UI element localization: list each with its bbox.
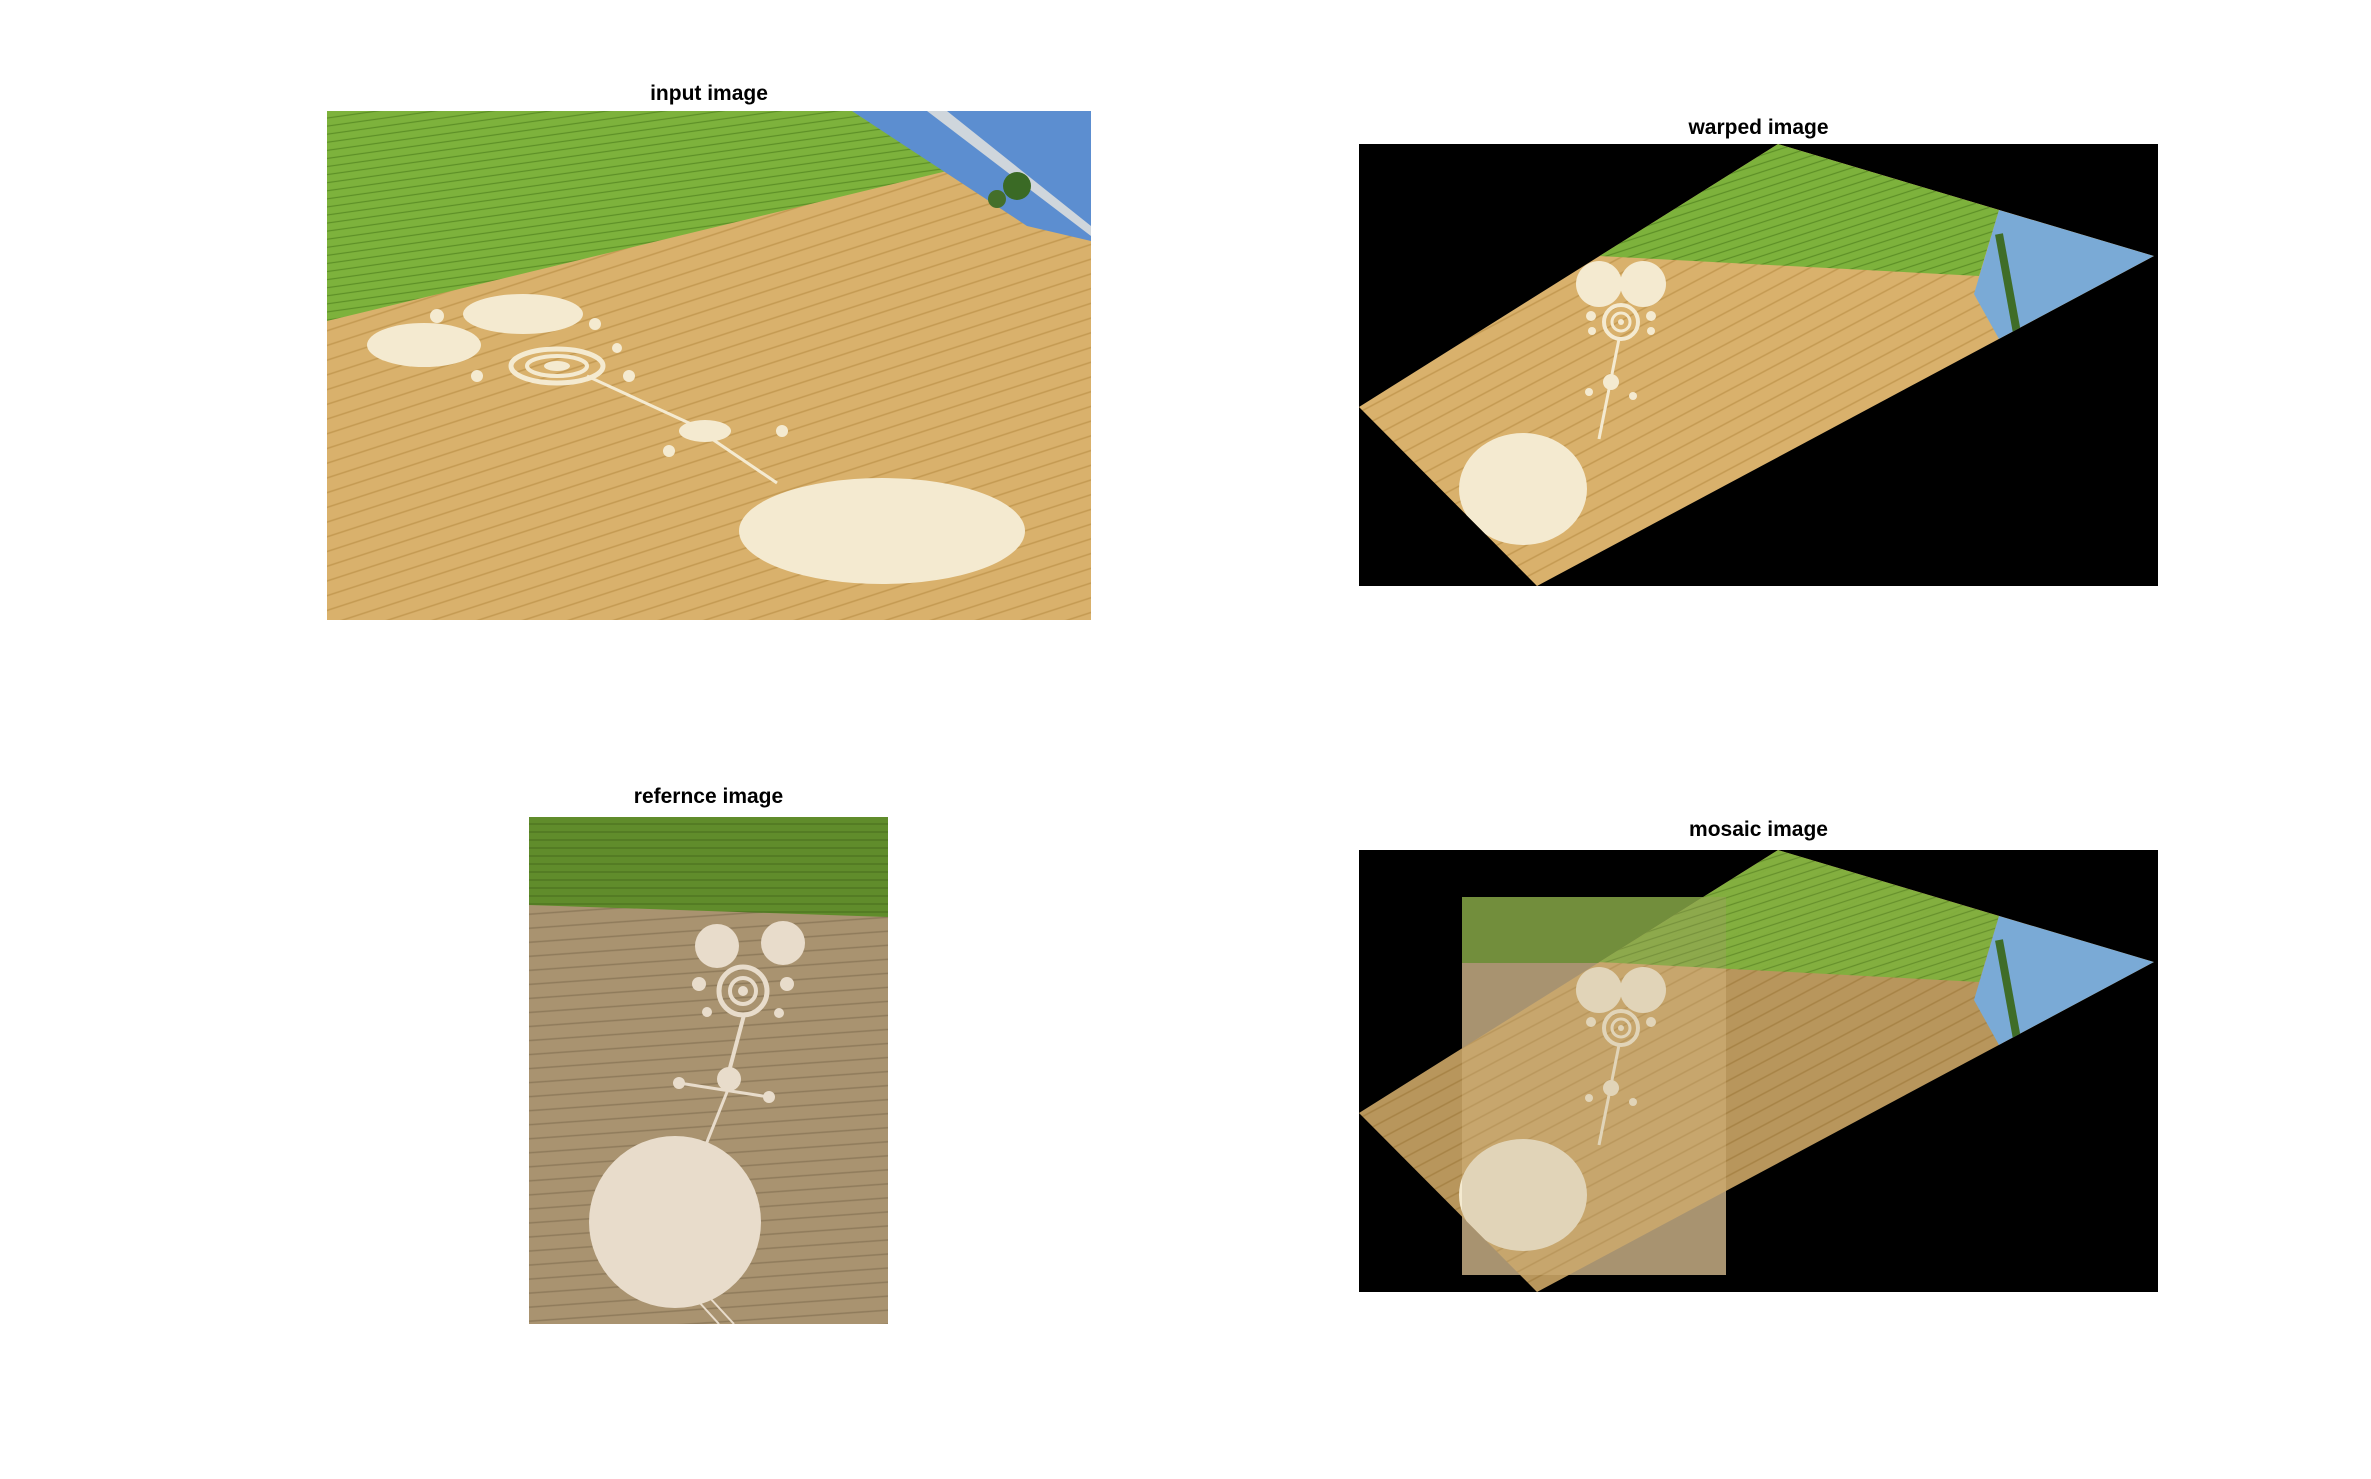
- mosaic-image: [1359, 850, 2158, 1292]
- reference-image-panel: refernce image: [529, 785, 888, 1325]
- warped-image: [1359, 144, 2158, 586]
- warped-image-title: warped image: [1688, 116, 1829, 139]
- mosaic-image-panel: mosaic image: [1359, 818, 2158, 1293]
- mosaic-image-title: mosaic image: [1689, 818, 1828, 841]
- warped-image-panel: warped image: [1359, 116, 2158, 586]
- input-image-title: input image: [650, 82, 768, 105]
- input-image-panel: input image: [327, 82, 1091, 622]
- reference-image: [529, 817, 888, 1324]
- reference-image-title: refernce image: [633, 785, 784, 808]
- input-image: [327, 111, 1091, 620]
